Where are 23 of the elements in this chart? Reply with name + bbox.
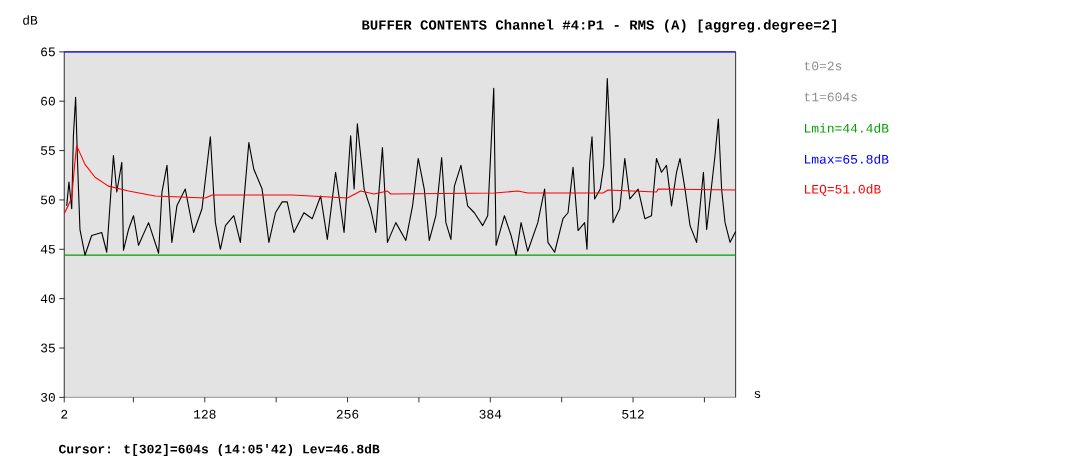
text: t0=2s [804,61,842,71]
y-tick-label: 40 [40,294,55,304]
text: t1=604s [804,92,857,102]
text: Lmax=65.8dB [805,154,889,164]
text: LEQ=51.0dB [805,184,881,196]
y-tick-label: 65 [41,47,55,57]
x-tick-label: 2 [61,409,68,419]
ref-line-label: Lmin=44.4dB [805,123,889,133]
y-tick-label: 45 [40,244,55,254]
x-tick-label: 256 [336,409,359,419]
y-tick-label: 55 [41,146,55,155]
chart-title: BUFFER CONTENTS Channel #4:P1 - RMS (A) [aggreg.degree=2] [362,19,836,33]
x-tick-label: 128 [194,409,216,419]
x-tick-label: 512 [622,409,644,419]
line-series [63,145,737,215]
x-axis-title: s [754,390,761,399]
y-tick-label: 35 [41,343,55,353]
y-tick-label: 60 [41,96,55,106]
y-tick-label: 30 [41,392,55,402]
y-tick-label: 50 [41,195,55,205]
y-axis-title: dB [23,15,38,25]
text: Cursor: t[302]=604s (14:05'42) Lev=46.8dB [59,443,380,457]
x-tick-label: 384 [479,409,502,419]
